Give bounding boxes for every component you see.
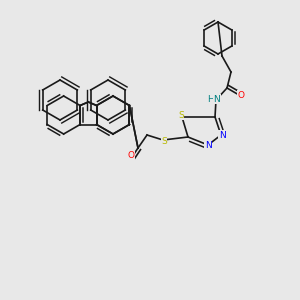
Text: N: N [205, 142, 212, 151]
Text: N: N [214, 94, 220, 103]
Text: S: S [161, 136, 167, 146]
Text: O: O [238, 91, 244, 100]
Text: H: H [207, 95, 213, 104]
Text: O: O [128, 152, 134, 160]
Text: N: N [219, 130, 225, 140]
Text: S: S [178, 110, 184, 119]
